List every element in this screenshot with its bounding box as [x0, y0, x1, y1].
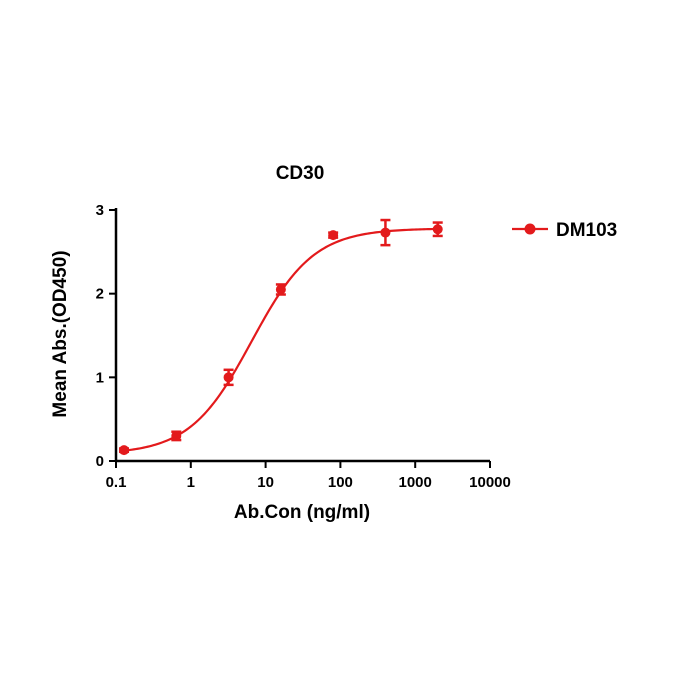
x-tick-label: 1	[187, 474, 195, 491]
data-marker	[275, 284, 286, 295]
axes	[114, 208, 490, 463]
y-axis-label: Mean Abs.(OD450)	[50, 250, 71, 417]
data-point	[275, 283, 286, 296]
data-marker	[380, 227, 391, 238]
x-tick-label: 10000	[469, 474, 511, 491]
data-points	[119, 218, 443, 456]
data-marker	[171, 430, 182, 441]
data-point	[328, 230, 339, 241]
fit-curve	[123, 227, 438, 452]
x-tick-label: 100	[328, 474, 353, 491]
y-tick-label: 2	[96, 286, 104, 303]
x-tick-label: 10	[257, 474, 274, 491]
data-point	[380, 218, 391, 247]
y-tick-label: 0	[96, 453, 104, 470]
x-ticks: 0.1 1 10 100 1000 10000	[106, 461, 511, 491]
data-marker	[223, 372, 234, 383]
legend-label: DM103	[556, 220, 617, 241]
y-tick-label: 1	[96, 369, 104, 386]
y-ticks: 0 1 2 3	[96, 202, 116, 470]
legend-marker	[524, 223, 536, 235]
data-point	[171, 430, 182, 442]
data-point	[223, 368, 234, 387]
data-marker	[119, 445, 130, 456]
data-marker	[432, 224, 443, 235]
x-tick-label: 0.1	[106, 474, 127, 491]
legend: DM103	[512, 220, 617, 241]
data-point	[432, 221, 443, 238]
x-tick-label: 1000	[399, 474, 432, 491]
chart-title: CD30	[276, 163, 325, 184]
data-marker	[328, 230, 339, 241]
data-point	[119, 445, 130, 456]
x-axis-label: Ab.Con (ng/ml)	[234, 502, 370, 523]
y-tick-label: 3	[96, 202, 104, 219]
